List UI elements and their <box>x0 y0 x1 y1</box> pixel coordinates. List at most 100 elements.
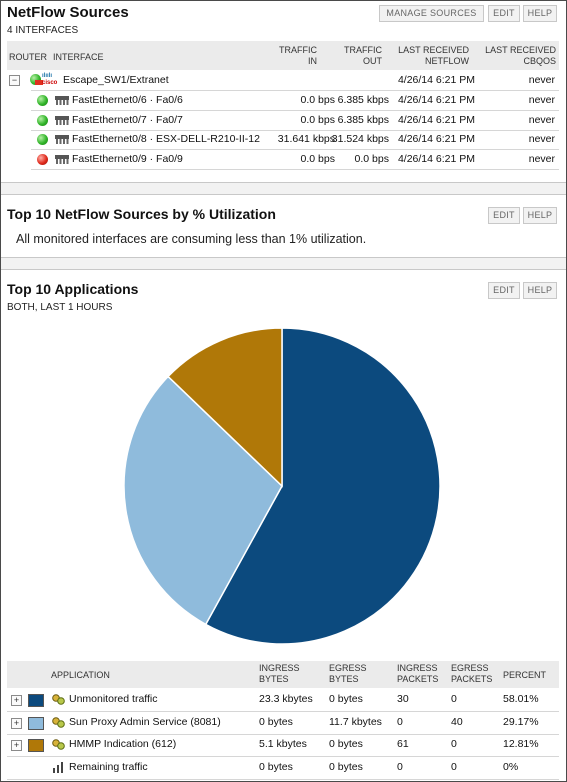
netflow-edit-button[interactable]: EDIT <box>488 5 520 22</box>
col-egress-bytes: EGRESS BYTES <box>329 663 367 685</box>
row-divider <box>31 130 559 131</box>
collapse-node-icon[interactable]: − <box>9 75 20 86</box>
pie-slice-sun-proxy-admin-service-8081[interactable] <box>123 375 283 626</box>
row-divider <box>31 110 559 111</box>
utilization-help-button[interactable]: HELP <box>523 207 557 224</box>
col-interface: INTERFACE <box>53 52 104 62</box>
manage-sources-button[interactable]: MANAGE SOURCES <box>379 5 484 22</box>
egress-bytes-value: 0 bytes <box>329 693 363 705</box>
interface-label[interactable]: FastEthernet0/8 · ESX-DELL-R210-II-12 <box>72 133 260 145</box>
col-egress-packets-line1: EGRESS <box>451 663 489 673</box>
expand-row-icon[interactable]: + <box>11 695 22 706</box>
applications-edit-button[interactable]: EDIT <box>488 282 520 299</box>
last-netflow-value: 4/26/14 6:21 PM <box>397 133 475 145</box>
col-traffic-in-line2: IN <box>308 56 317 66</box>
application-name[interactable]: Sun Proxy Admin Service (8081) <box>69 716 221 728</box>
egress-packets-value: 0 <box>451 761 457 773</box>
network-interface-icon <box>55 155 69 164</box>
status-down-icon <box>37 154 48 165</box>
pie-slice-unmonitored-traffic[interactable] <box>204 327 441 645</box>
interface-row[interactable]: FastEthernet0/6 · Fa0/6 0.0 bps 6.385 kbps… <box>7 91 559 110</box>
application-name[interactable]: Unmonitored traffic <box>69 693 158 705</box>
utilization-message: All monitored interfaces are consuming l… <box>16 232 367 246</box>
ingress-bytes-value: 0 bytes <box>259 761 293 773</box>
expand-row-icon[interactable]: + <box>11 718 22 729</box>
col-last-cbqos-line2: CBQOS <box>523 56 556 66</box>
node-status-up-icon <box>30 74 41 85</box>
last-netflow-value: 4/26/14 6:21 PM <box>397 153 475 165</box>
ingress-bytes-value: 5.1 kbytes <box>259 738 307 750</box>
expand-row-icon[interactable]: + <box>11 740 22 751</box>
col-traffic-in-line1: TRAFFIC <box>279 45 317 55</box>
application-row[interactable]: + HMMP Indication (612) 5.1 kbytes 0 bytes… <box>7 734 559 756</box>
ingress-packets-value: 0 <box>397 716 403 728</box>
last-cbqos-value: never <box>528 94 555 106</box>
netflow-help-button[interactable]: HELP <box>523 5 557 22</box>
ingress-bytes-value: 23.3 kbytes <box>259 693 313 705</box>
col-ingress-packets: INGRESS PACKETS <box>397 663 438 685</box>
application-icon <box>52 717 65 728</box>
utilization-edit-button[interactable]: EDIT <box>488 207 520 224</box>
network-interface-icon <box>55 116 69 125</box>
col-last-cbqos: LAST RECEIVED CBQOS <box>475 45 556 67</box>
col-traffic-out-line1: TRAFFIC <box>344 45 382 55</box>
pie-slice-hmmp-indication-612[interactable] <box>167 327 283 488</box>
panel-separator <box>1 182 566 195</box>
node-row[interactable]: − ılıılı cisco Escape_SW1/Extranet 4/26/… <box>7 70 559 90</box>
ingress-bytes-value: 0 bytes <box>259 716 293 728</box>
netflow-sources-subtitle: 4 INTERFACES <box>7 25 79 36</box>
status-up-icon <box>37 115 48 126</box>
egress-packets-value: 0 <box>451 693 457 705</box>
col-traffic-in: TRAFFIC IN <box>271 45 317 67</box>
node-warning-icon <box>35 80 43 85</box>
interface-row[interactable]: FastEthernet0/7 · Fa0/7 0.0 bps 6.385 kbps… <box>7 111 559 130</box>
applications-table-header <box>7 661 559 688</box>
cisco-logo-icon: ılıılı <box>42 73 53 79</box>
interface-row[interactable]: FastEthernet0/9 · Fa0/9 0.0 bps 0.0 bps 4/2… <box>7 150 559 169</box>
node-last-cbqos: never <box>528 74 555 86</box>
last-netflow-value: 4/26/14 6:21 PM <box>397 94 475 106</box>
ingress-packets-value: 30 <box>397 693 409 705</box>
application-row[interactable]: + Unmonitored traffic 23.3 kbytes 0 bytes 3… <box>7 689 559 711</box>
applications-help-button[interactable]: HELP <box>523 282 557 299</box>
application-row[interactable]: + Sun Proxy Admin Service (8081) 0 bytes 1… <box>7 712 559 734</box>
row-divider <box>31 90 559 91</box>
interface-label[interactable]: FastEthernet0/7 · Fa0/7 <box>72 114 183 126</box>
traffic-in-value: 0.0 bps <box>300 114 335 126</box>
interface-label[interactable]: FastEthernet0/9 · Fa0/9 <box>72 153 183 165</box>
series-color-swatch <box>28 739 44 752</box>
egress-bytes-value: 11.7 kbytes <box>329 716 382 728</box>
traffic-out-value: 6.385 kbps <box>337 114 389 126</box>
applications-title: Top 10 Applications <box>7 281 139 297</box>
col-egress-bytes-line2: BYTES <box>329 674 359 684</box>
col-percent: PERCENT <box>503 670 547 680</box>
application-row[interactable]: Remaining traffic 0 bytes 0 bytes 0 0 0% <box>7 757 559 779</box>
application-icon <box>52 694 65 705</box>
col-last-cbqos-line1: LAST RECEIVED <box>485 45 556 55</box>
percent-value: 0% <box>503 761 519 773</box>
last-cbqos-value: never <box>528 153 555 165</box>
egress-packets-value: 0 <box>451 738 457 750</box>
applications-pie-chart <box>123 327 441 645</box>
col-ingress-bytes: INGRESS BYTES <box>259 663 300 685</box>
traffic-out-value: 6.385 kbps <box>337 94 389 106</box>
percent-value: 29.17% <box>503 716 539 728</box>
traffic-out-value: 31.524 kbps <box>331 133 389 145</box>
row-divider <box>31 169 559 170</box>
col-last-netflow-line2: NETFLOW <box>425 56 469 66</box>
netflow-table-header <box>7 41 559 70</box>
last-netflow-value: 4/26/14 6:21 PM <box>397 114 475 126</box>
col-traffic-out-line2: OUT <box>363 56 382 66</box>
row-divider <box>7 779 559 780</box>
application-name[interactable]: Remaining traffic <box>69 761 148 773</box>
node-label[interactable]: Escape_SW1/Extranet <box>63 74 169 86</box>
application-icon <box>52 739 65 750</box>
series-color-swatch <box>28 717 44 730</box>
interface-row[interactable]: FastEthernet0/8 · ESX-DELL-R210-II-12 31.… <box>7 130 559 149</box>
application-name[interactable]: HMMP Indication (612) <box>69 738 177 750</box>
interface-label[interactable]: FastEthernet0/6 · Fa0/6 <box>72 94 183 106</box>
series-color-swatch <box>28 694 44 707</box>
status-up-icon <box>37 95 48 106</box>
ingress-packets-value: 61 <box>397 738 409 750</box>
cisco-vendor-label: cisco <box>42 80 58 86</box>
